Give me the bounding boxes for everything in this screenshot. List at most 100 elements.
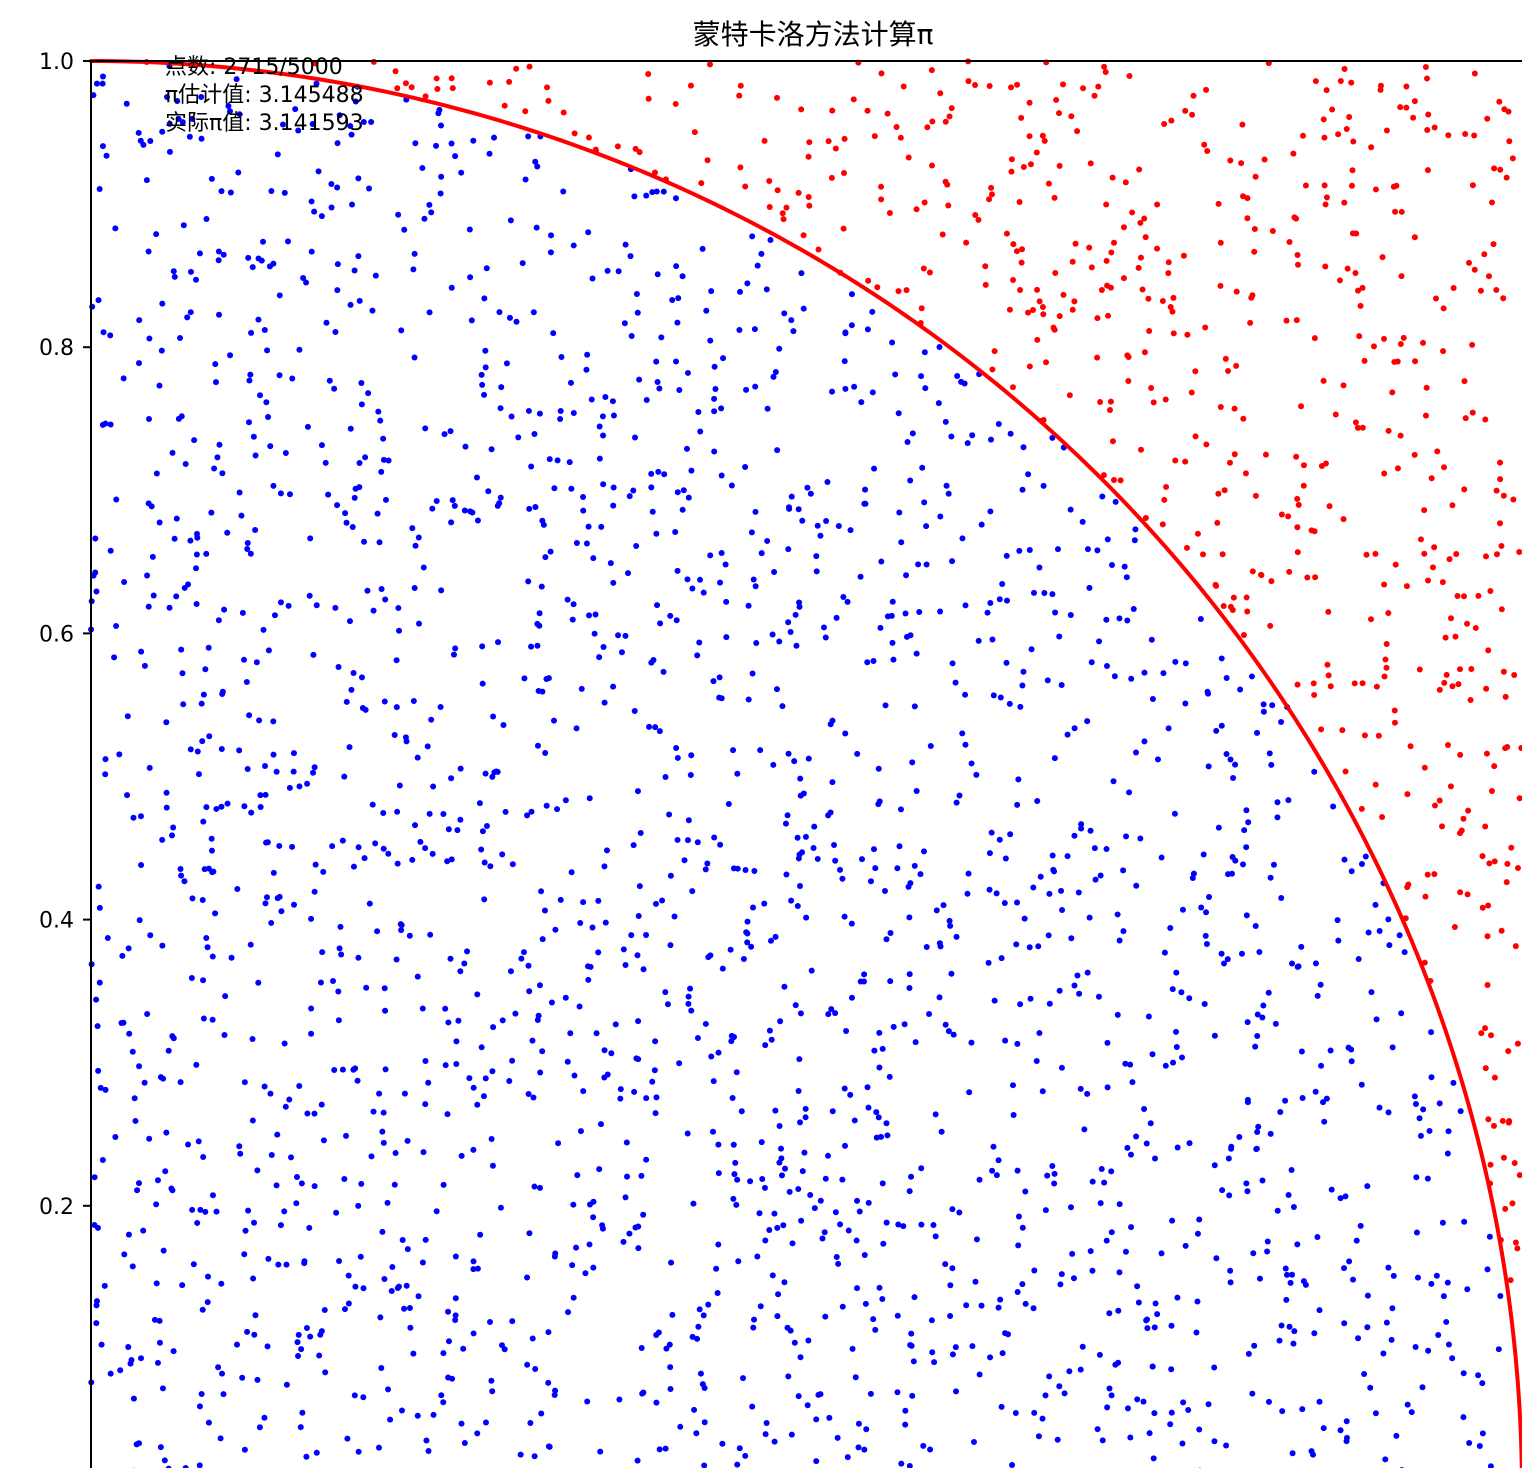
inside-point (949, 660, 956, 667)
inside-point (163, 1129, 170, 1136)
inside-point (702, 866, 709, 873)
inside-point (1168, 1322, 1175, 1329)
inside-point (425, 1079, 432, 1086)
inside-point (666, 811, 673, 818)
inside-point (715, 1241, 722, 1248)
inside-point (799, 849, 806, 856)
chart-title: 蒙特卡洛方法计算π (693, 18, 934, 51)
inside-point (294, 1339, 301, 1346)
inside-point (798, 1217, 805, 1224)
outside-point (805, 194, 812, 200)
inside-point (328, 204, 335, 211)
inside-point (742, 866, 749, 873)
inside-point (1114, 1011, 1121, 1018)
outside-point (1298, 403, 1305, 410)
inside-point (999, 580, 1006, 587)
inside-point (359, 704, 366, 711)
inside-point (193, 551, 200, 558)
inside-point (817, 1197, 824, 1204)
inside-point (1439, 1219, 1446, 1226)
inside-point (685, 817, 692, 824)
inside-point (1016, 547, 1023, 554)
inside-point (1282, 1265, 1289, 1272)
inside-point (1497, 1292, 1504, 1299)
inside-point (604, 1071, 611, 1078)
inside-point (785, 1373, 792, 1380)
outside-point (1488, 1032, 1494, 1039)
inside-point (163, 789, 170, 796)
inside-point (577, 920, 584, 927)
outside-point (893, 123, 900, 130)
inside-point (633, 543, 640, 550)
inside-point (283, 1381, 290, 1388)
inside-point (859, 856, 866, 863)
inside-point (252, 1312, 259, 1319)
inside-point (643, 396, 650, 403)
inside-point (894, 1389, 901, 1396)
inside-point (684, 837, 691, 844)
inside-point (1074, 972, 1081, 979)
inside-point (146, 416, 152, 423)
inside-point (170, 1348, 177, 1355)
inside-point (457, 968, 464, 975)
inside-point (1144, 1316, 1151, 1323)
outside-point (1018, 259, 1025, 266)
inside-point (793, 642, 800, 649)
inside-point (719, 1440, 726, 1447)
inside-point (161, 1457, 168, 1464)
inside-point (187, 268, 194, 275)
inside-point (1077, 1366, 1084, 1373)
inside-point (529, 1037, 536, 1044)
inside-point (138, 1355, 145, 1362)
inside-point (1146, 1430, 1153, 1437)
inside-point (163, 719, 170, 726)
inside-point (445, 1338, 452, 1345)
outside-point (1472, 624, 1479, 631)
outside-point (1509, 1200, 1516, 1207)
inside-point (871, 465, 878, 472)
inside-point (377, 417, 384, 424)
inside-point (920, 1442, 927, 1449)
inside-point (635, 913, 642, 920)
inside-point (159, 836, 166, 843)
inside-point (200, 1153, 207, 1160)
inside-point (1274, 1207, 1281, 1214)
inside-point (210, 868, 217, 875)
inside-point (976, 1176, 983, 1183)
inside-point (330, 977, 337, 984)
inside-point (555, 1140, 562, 1147)
inside-point (466, 1075, 473, 1082)
inside-point (1049, 1162, 1056, 1169)
inside-point (570, 601, 577, 608)
inside-point (414, 973, 421, 980)
inside-point (1337, 1195, 1344, 1202)
inside-point (488, 1377, 495, 1384)
inside-point (488, 1135, 495, 1142)
outside-point (1467, 697, 1474, 704)
inside-point (872, 1326, 879, 1333)
inside-point (385, 850, 392, 857)
inside-point (817, 532, 824, 539)
inside-point (720, 355, 727, 362)
inside-point (990, 1143, 997, 1150)
inside-point (785, 619, 792, 626)
inside-point (1312, 1088, 1319, 1095)
outside-point (672, 100, 679, 107)
inside-point (1250, 1250, 1257, 1257)
inside-point (797, 775, 804, 782)
inside-point (355, 954, 362, 961)
outside-point (795, 189, 802, 196)
outside-point (1431, 124, 1438, 131)
inside-point (487, 1318, 494, 1325)
inside-point (224, 800, 231, 807)
outside-point (1407, 743, 1414, 750)
inside-point (911, 703, 918, 710)
inside-point (227, 189, 234, 196)
inside-point (1014, 1040, 1021, 1047)
inside-point (341, 1306, 348, 1313)
inside-point (481, 896, 488, 903)
outside-point (545, 97, 552, 104)
inside-point (1030, 589, 1037, 596)
inside-point (988, 829, 995, 836)
inside-point (414, 1412, 421, 1419)
